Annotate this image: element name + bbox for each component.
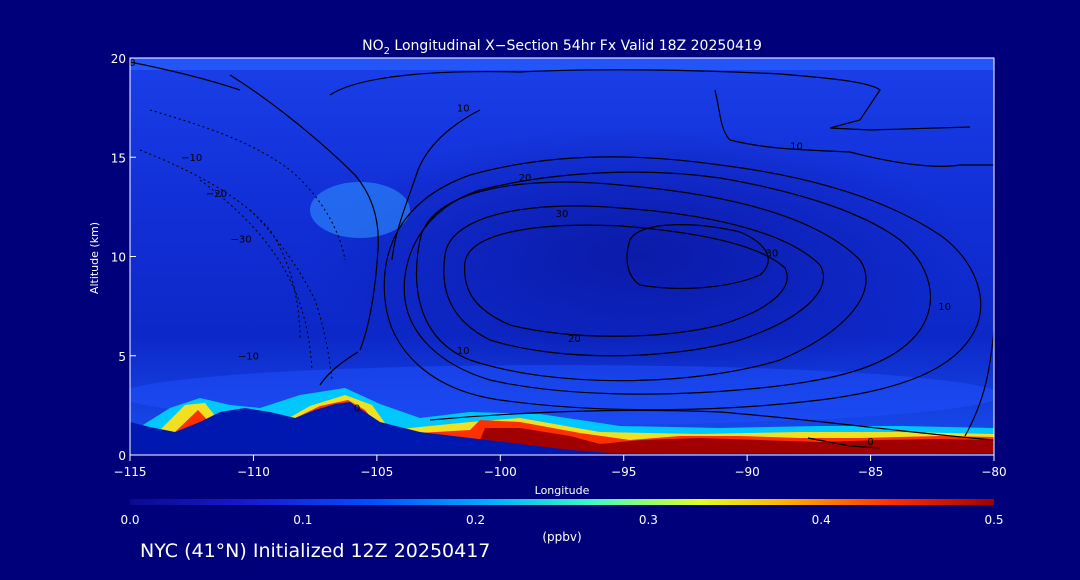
x-axis-label: Longitude: [535, 484, 590, 497]
x-tick-label: −115: [114, 465, 147, 479]
footer-caption: NYC (41°N) Initialized 12Z 20250417: [140, 540, 491, 562]
contour-ring-5: [383, 156, 982, 411]
contour-label: −10: [238, 352, 259, 363]
colorbar-tick-label: 0.5: [984, 513, 1003, 527]
contour-label: 10: [938, 302, 951, 313]
contour-ring-2: [443, 205, 825, 357]
colorbar-tick-label: 0.4: [812, 513, 831, 527]
contour-open-6: [964, 329, 994, 437]
contour-ring-6: [403, 171, 931, 395]
y-tick-label: 0: [118, 449, 126, 463]
y-tick-label: 10: [111, 251, 126, 265]
contour-label: 0: [354, 403, 360, 414]
y-axis: 0 5 10 15 20: [111, 52, 136, 463]
negative-contour-1: [139, 149, 301, 341]
contour-labels: −10 10 10 −10 20 −20 30 −30 30 10 10 20 −10 0 0: [115, 58, 951, 448]
colorbar-tick-label: 0.3: [639, 513, 658, 527]
contour-open-4: [130, 61, 241, 91]
x-tick-label: −90: [734, 465, 759, 479]
contour-lines: [130, 61, 994, 449]
contour-label: 20: [519, 173, 532, 184]
chart-title: NO2 Longitudinal X−Section 54hr Fx Valid…: [362, 38, 762, 57]
upper-band: [130, 58, 994, 70]
x-tick-label: −110: [237, 465, 270, 479]
negative-contours: [139, 109, 346, 381]
colorbar-tick-label: 0.0: [120, 513, 139, 527]
contour-label: 30: [765, 249, 778, 260]
heatmap-field: −10 10 10 −10 20 −20 30 −30 30 10 10 20 −10 0 0: [115, 58, 994, 455]
contour-label: −20: [206, 189, 227, 200]
contour-open-2: [329, 69, 971, 131]
x-axis: −115 −110 −105 −100 −95 −90 −85 −80: [114, 455, 1007, 479]
y-tick-label: 5: [118, 350, 126, 364]
negative-contour-3: [249, 209, 333, 381]
colorbar-ticks: 0.0 0.1 0.2 0.3 0.4 0.5: [120, 513, 1003, 527]
contour-label: 30: [556, 209, 569, 220]
colorbar-tick-label: 0.1: [293, 513, 312, 527]
contour-open-1: [229, 74, 379, 351]
contour-label: 10: [457, 104, 470, 115]
x-tick-label: −95: [611, 465, 636, 479]
contour-label: −30: [231, 235, 252, 246]
x-tick-label: −85: [858, 465, 883, 479]
x-tick-label: −105: [360, 465, 393, 479]
y-tick-label: 15: [111, 151, 126, 165]
colorbar-tick-label: 0.2: [466, 513, 485, 527]
surface-layer-darkred: [480, 428, 994, 455]
contour-label: 0: [867, 437, 873, 448]
contour-open-7: [319, 351, 359, 386]
terrain: [130, 402, 994, 455]
y-tick-label: 20: [111, 52, 126, 66]
negative-contour-2: [199, 179, 313, 371]
contour-open-3: [391, 109, 481, 261]
contour-ring-3: [463, 224, 788, 337]
colorbar: [130, 499, 994, 505]
y-axis-label: Altitude (km): [88, 222, 101, 294]
contour-label: 10: [790, 141, 803, 152]
contour-open-9: [807, 437, 881, 449]
x-tick-label: −80: [981, 465, 1006, 479]
contour-label: 20: [568, 334, 581, 345]
upper-trough: [310, 125, 970, 385]
contour-ring-1: [415, 181, 867, 382]
contour-open-5: [714, 89, 994, 167]
contour-label: −10: [181, 153, 202, 164]
western-plume: [310, 182, 410, 238]
colorbar-label: (ppbv): [542, 530, 581, 544]
contour-label: 10: [457, 346, 470, 357]
x-tick-label: −100: [484, 465, 517, 479]
contour-open-8: [429, 409, 994, 441]
contour-label: −10: [115, 58, 136, 69]
contour-ring-4: [626, 224, 769, 290]
